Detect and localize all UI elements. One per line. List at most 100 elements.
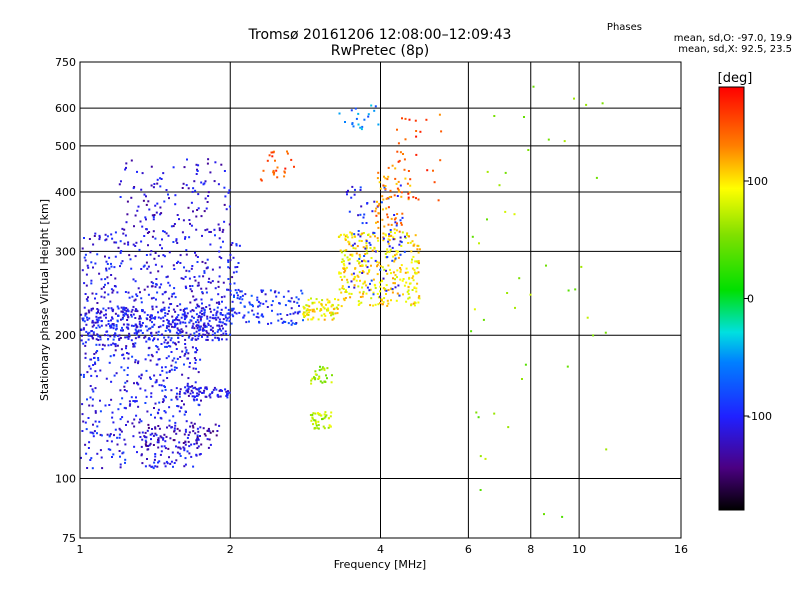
scatter-point	[217, 293, 220, 296]
scatter-point	[307, 314, 310, 316]
scatter-point	[274, 290, 277, 293]
scatter-point	[204, 262, 207, 265]
scatter-point	[192, 295, 195, 298]
scatter-point	[327, 426, 330, 429]
scatter-point	[396, 195, 399, 197]
scatter-point	[224, 388, 227, 391]
scatter-point	[184, 428, 187, 431]
scatter-point	[390, 299, 392, 302]
scatter-point	[111, 237, 114, 240]
scatter-point	[214, 423, 217, 426]
scatter-point	[179, 390, 181, 393]
scatter-point	[232, 271, 235, 274]
scatter-point	[408, 235, 410, 238]
scatter-point	[80, 456, 82, 459]
scatter-point	[147, 423, 150, 426]
scatter-point	[218, 324, 221, 327]
scatter-point	[207, 446, 210, 449]
scatter-point	[295, 322, 298, 324]
scatter-point	[218, 266, 221, 269]
scatter-point	[574, 288, 577, 291]
scatter-point	[260, 290, 263, 293]
scatter-point	[415, 197, 417, 200]
x-tick-label: 1	[77, 543, 84, 556]
scatter-point	[199, 358, 202, 361]
scatter-point	[94, 370, 97, 373]
scatter-point	[412, 302, 415, 305]
scatter-point	[190, 290, 193, 293]
scatter-point	[261, 313, 264, 316]
scatter-point	[414, 260, 417, 263]
scatter-point	[201, 392, 204, 394]
scatter-point	[153, 338, 155, 341]
scatter-point	[218, 229, 221, 232]
scatter-point	[286, 314, 289, 316]
y-tick-label: 600	[55, 102, 76, 115]
scatter-point	[312, 412, 315, 415]
scatter-point	[152, 317, 155, 320]
scatter-point	[298, 310, 301, 313]
scatter-point	[133, 382, 135, 385]
scatter-point	[155, 434, 158, 437]
scatter-point	[307, 318, 310, 321]
scatter-point	[97, 357, 100, 359]
scatter-point	[403, 284, 406, 287]
scatter-point	[137, 287, 140, 290]
scatter-point	[280, 317, 283, 320]
scatter-point	[132, 342, 135, 345]
scatter-point	[176, 427, 179, 430]
scatter-point	[118, 334, 121, 337]
scatter-point	[167, 447, 170, 450]
scatter-point	[149, 433, 152, 436]
scatter-point	[172, 264, 175, 267]
scatter-point	[188, 452, 191, 455]
scatter-point	[173, 462, 176, 464]
scatter-point	[153, 317, 156, 320]
scatter-point	[173, 366, 176, 369]
scatter-point	[350, 273, 353, 276]
scatter-point	[159, 213, 162, 216]
scatter-point	[173, 439, 176, 442]
scatter-point	[206, 429, 209, 432]
scatter-point	[150, 281, 153, 284]
scatter-point	[180, 400, 183, 402]
scatter-point	[319, 309, 322, 312]
scatter-point	[161, 389, 164, 392]
scatter-point	[396, 276, 398, 279]
scatter-point	[290, 319, 293, 322]
scatter-point	[193, 332, 196, 335]
scatter-point	[229, 259, 232, 262]
scatter-point	[417, 251, 420, 254]
scatter-point	[204, 324, 207, 327]
scatter-point	[196, 427, 199, 430]
scatter-point	[347, 285, 350, 288]
scatter-point	[386, 272, 389, 275]
scatter-point	[94, 232, 97, 235]
y-tick-label: 500	[55, 140, 76, 153]
scatter-point	[195, 254, 198, 257]
scatter-point	[123, 385, 126, 388]
scatter-point	[164, 345, 167, 348]
scatter-point	[140, 453, 143, 456]
scatter-point	[98, 234, 101, 237]
scatter-point	[176, 357, 179, 360]
scatter-point	[160, 212, 163, 215]
scatter-point	[156, 182, 159, 185]
scatter-point	[163, 230, 166, 233]
scatter-point	[120, 310, 123, 313]
scatter-point	[130, 310, 133, 313]
scatter-point	[388, 235, 390, 238]
scatter-point	[601, 102, 604, 105]
scatter-point	[204, 180, 207, 183]
scatter-point	[229, 289, 232, 292]
scatter-point	[173, 287, 176, 290]
scatter-point	[195, 215, 198, 218]
scatter-point	[191, 265, 194, 267]
scatter-point	[168, 369, 171, 372]
scatter-point	[120, 250, 123, 252]
scatter-point	[170, 323, 173, 326]
scatter-point	[114, 332, 117, 335]
scatter-point	[214, 336, 217, 339]
scatter-point	[132, 243, 135, 246]
scatter-point	[186, 158, 188, 161]
